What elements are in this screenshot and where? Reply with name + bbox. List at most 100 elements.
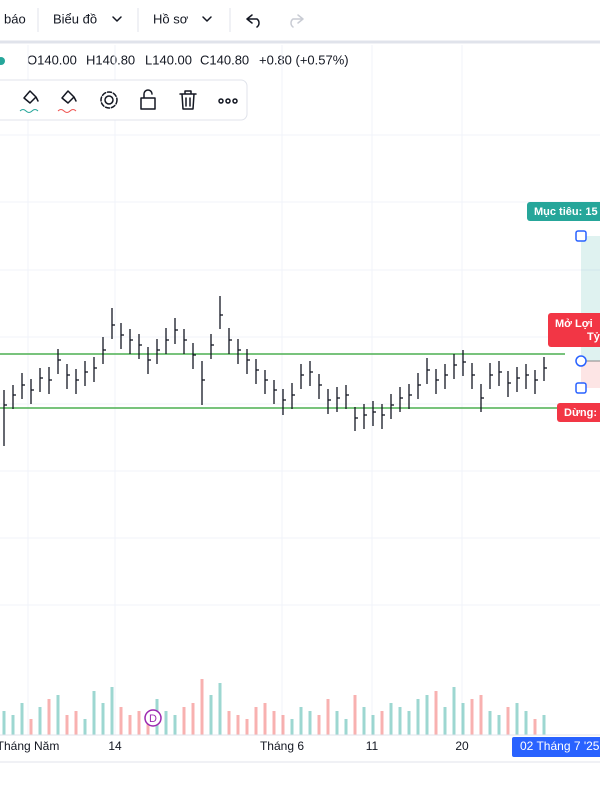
volume-bar — [470, 699, 474, 735]
volume-bar — [2, 711, 6, 735]
status-dot — [0, 57, 5, 65]
paint-button[interactable] — [23, 90, 39, 104]
target-handle[interactable] — [575, 230, 587, 242]
ohlc-close: C140.80 — [200, 52, 249, 67]
volume-bar — [191, 703, 195, 735]
volume-bar — [209, 695, 213, 735]
volume-bar — [146, 719, 150, 735]
crosshair-label: 02 Tháng 7 '25 — [520, 739, 600, 753]
stop-label: Dừng: — [564, 407, 597, 419]
plot-area — [0, 45, 600, 735]
x-tick-label: Tháng Năm — [0, 739, 59, 753]
volume-bar — [56, 695, 60, 735]
target-label-box — [527, 202, 600, 221]
volume-bar — [317, 715, 321, 735]
volume-bar — [83, 719, 87, 735]
volume-bar — [524, 711, 528, 735]
settings-gear — [100, 91, 118, 109]
volume-bar — [452, 687, 456, 735]
volume-bar — [200, 679, 204, 735]
paint-button[interactable] — [61, 90, 77, 104]
undo-button[interactable] — [246, 14, 260, 28]
entry-label: Tỷ — [587, 331, 600, 343]
volume-bar — [254, 707, 258, 735]
volume-bar — [425, 695, 429, 735]
toolbar-item[interactable]: báo — [4, 11, 26, 26]
volume-bar — [29, 719, 33, 735]
color-underline — [57, 109, 77, 113]
volume-bar — [38, 707, 42, 735]
toolbar-item[interactable]: Biểu đồ — [53, 11, 97, 26]
volume-bar — [47, 699, 51, 735]
volume-bar — [326, 699, 330, 735]
volume-bar — [65, 715, 69, 735]
redo-button[interactable] — [290, 14, 304, 28]
volume-bar — [497, 715, 501, 735]
volume-bar — [236, 715, 240, 735]
volume-bar — [173, 715, 177, 735]
volume-bar — [443, 707, 447, 735]
volume-bar — [398, 707, 402, 735]
volume-bar — [308, 711, 312, 735]
volume-bar — [218, 683, 222, 735]
x-tick-label: Tháng 6 — [260, 739, 304, 753]
volume-bar — [272, 711, 276, 735]
volume-bar — [542, 715, 546, 735]
volume-bar — [515, 703, 519, 735]
entry-label: Mở Lợi — [555, 318, 593, 330]
volume-bar — [110, 687, 114, 735]
x-tick-label: 14 — [108, 739, 122, 753]
volume-bar — [479, 695, 483, 735]
stop-label-box — [557, 403, 600, 422]
stop-handle[interactable] — [575, 382, 587, 394]
more-button[interactable] — [218, 98, 238, 104]
chevron — [202, 16, 212, 22]
ohlc-open: O140.00 — [27, 52, 77, 67]
crosshair-label-box — [512, 737, 600, 757]
volume-bar — [164, 711, 168, 735]
volume-bar — [101, 703, 105, 735]
volume-bar — [533, 719, 537, 735]
entry-handle[interactable] — [575, 355, 587, 367]
volume-bar — [461, 703, 465, 735]
volume-bar — [488, 711, 492, 735]
x-tick-label: 11 — [366, 739, 379, 753]
entry-label-box — [548, 313, 600, 347]
toolbar-item[interactable]: Hồ sơ — [153, 11, 189, 26]
volume-bar — [281, 715, 285, 735]
lock-button[interactable] — [140, 89, 156, 110]
volume-bar — [263, 703, 267, 735]
volume-bar — [299, 707, 303, 735]
ohlc-low: L140.00 — [145, 52, 192, 67]
target-label: Mục tiêu: 15 — [534, 206, 598, 218]
event-marker[interactable] — [144, 709, 162, 727]
volume-bar — [434, 691, 438, 735]
drawing-toolbar — [0, 79, 248, 121]
volume-bar — [362, 707, 366, 735]
volume-bar — [416, 699, 420, 735]
event-marker-label: D — [149, 713, 157, 725]
volume-bar — [371, 715, 375, 735]
volume-bar — [182, 707, 186, 735]
volume-bar — [11, 715, 15, 735]
volume-bar — [380, 711, 384, 735]
volume-bar — [74, 711, 78, 735]
settings-button[interactable] — [104, 95, 114, 105]
volume-bar — [407, 711, 411, 735]
volume-bar — [245, 719, 249, 735]
volume-bar — [335, 711, 339, 735]
volume-bar — [128, 715, 132, 735]
volume-bar — [92, 691, 96, 735]
volume-bar — [506, 707, 510, 735]
volume-bar — [227, 711, 231, 735]
volume-bar — [344, 719, 348, 735]
volume-bar — [20, 703, 24, 735]
delete-button[interactable] — [179, 90, 197, 110]
volume-bar — [389, 703, 393, 735]
color-underline — [19, 109, 39, 113]
stop-zone — [581, 361, 600, 388]
volume-bar — [290, 719, 294, 735]
volume-bar — [119, 707, 123, 735]
x-tick-label: 20 — [455, 739, 469, 753]
